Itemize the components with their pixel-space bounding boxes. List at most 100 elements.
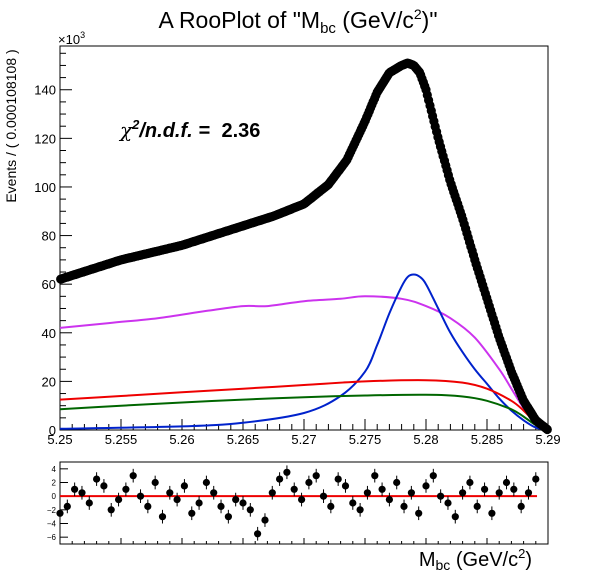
- pull-point: [63, 502, 71, 510]
- pull-point: [136, 492, 145, 500]
- pull-point: [356, 506, 364, 514]
- pull-point: [254, 530, 262, 538]
- pull-point: [481, 485, 489, 493]
- pull-y-tick-label: 2: [52, 479, 57, 488]
- pull-point: [188, 509, 196, 517]
- pull-point: [144, 502, 152, 510]
- pull-point: [437, 492, 445, 500]
- pull-point: [407, 489, 415, 497]
- pull-axis-ticks: −6 −4 −2 0 2 4: [47, 465, 549, 544]
- pull-point: [217, 502, 225, 510]
- chart-title: A RooPlot of "Mbc (GeV/c2)": [158, 6, 437, 37]
- pull-point: [180, 482, 188, 490]
- data-point: [542, 424, 552, 435]
- pull-point: [371, 472, 379, 480]
- y-tick-label: 40: [42, 326, 56, 341]
- pull-point: [459, 489, 467, 497]
- pull-point: [363, 489, 371, 497]
- main-axis-ticks: 5.25 5.255 5.26 5.265 5.27 5.275 5.28 5.285 5.29…: [34, 52, 561, 447]
- pull-point: [466, 478, 474, 487]
- pull-point: [334, 475, 342, 483]
- pull-point: [283, 468, 291, 476]
- pull-point: [422, 482, 430, 490]
- x-tick-label: 5.275: [349, 432, 382, 447]
- pull-point: [173, 496, 181, 504]
- pull-point: [319, 492, 328, 500]
- xlabel-sup: 2: [518, 546, 525, 561]
- pull-y-tick-label: 0: [52, 492, 57, 501]
- chi-ndf: /n.d.f. =: [138, 120, 215, 142]
- title-sup: 2: [414, 6, 422, 22]
- pull-point: [210, 489, 218, 497]
- x-tick-label: 5.285: [471, 432, 504, 447]
- pull-point: [444, 499, 452, 507]
- pull-point: [305, 478, 313, 487]
- pull-point: [378, 485, 386, 493]
- y-tick-label: 80: [42, 229, 56, 244]
- x-tick-label: 5.25: [47, 432, 72, 447]
- pull-point: [151, 478, 159, 487]
- y-multiplier-base: ×10: [58, 32, 80, 47]
- pull-point: [107, 506, 115, 514]
- pull-point: [56, 509, 64, 517]
- pull-point: [510, 485, 518, 493]
- pull-y-tick-label: −4: [47, 520, 57, 529]
- y-tick-label: 100: [34, 180, 56, 195]
- red-curve: [59, 379, 549, 431]
- pull-point: [451, 513, 459, 521]
- y-tick-label: 0: [49, 423, 56, 438]
- y-tick-label: 60: [42, 277, 56, 292]
- pull-point: [195, 499, 203, 507]
- pull-point: [517, 502, 525, 510]
- pull-point: [239, 499, 247, 507]
- title-prefix: A RooPlot of "M: [158, 7, 320, 33]
- pull-point: [246, 506, 254, 514]
- pull-point: [158, 513, 167, 521]
- title-suffix: )": [422, 7, 438, 33]
- x-tick-label: 5.265: [227, 432, 260, 447]
- green-curve: [59, 393, 549, 431]
- pull-point: [85, 499, 93, 507]
- title-sub: bc: [320, 20, 336, 37]
- pull-point: [341, 482, 350, 490]
- pull-point: [261, 516, 269, 524]
- pull-point: [349, 499, 357, 507]
- pull-point: [312, 472, 320, 480]
- x-tick-label: 5.255: [105, 432, 138, 447]
- pull-points: [56, 465, 540, 541]
- title-mid: (GeV/c: [336, 7, 414, 33]
- xlabel-suffix: ): [525, 549, 532, 571]
- pull-point: [224, 513, 232, 521]
- pull-point: [532, 475, 540, 483]
- magenta-curve: [59, 295, 549, 431]
- chi-sup: 2: [131, 117, 140, 132]
- pull-point: [166, 489, 174, 497]
- pull-point: [122, 485, 130, 493]
- pull-point: [327, 502, 335, 510]
- pull-y-tick-label: −6: [47, 533, 57, 542]
- pull-point: [78, 489, 86, 497]
- x-tick-label: 5.26: [169, 432, 194, 447]
- x-axis-label: Mbc (GeV/c2): [419, 546, 532, 572]
- pull-point: [415, 509, 423, 517]
- pull-y-tick-label: 4: [52, 465, 57, 474]
- data-points: [56, 58, 552, 435]
- chi-symbol: χ: [118, 118, 134, 142]
- pull-point: [495, 489, 503, 497]
- pull-point: [232, 496, 240, 504]
- pull-point: [429, 472, 437, 480]
- blue-signal-curve: [59, 273, 549, 431]
- y-tick-label: 140: [34, 83, 56, 98]
- pull-point: [71, 485, 79, 493]
- y-tick-label: 20: [42, 374, 56, 389]
- x-tick-label: 5.28: [413, 432, 438, 447]
- pull-point: [202, 478, 210, 487]
- pull-point: [100, 482, 108, 490]
- pull-point: [276, 475, 284, 483]
- pull-y-tick-label: −2: [47, 506, 57, 515]
- pull-point: [473, 502, 481, 510]
- pull-point: [488, 509, 496, 517]
- y-axis-label: Events / ( 0.000108108 ): [3, 49, 19, 202]
- pull-point: [393, 478, 401, 487]
